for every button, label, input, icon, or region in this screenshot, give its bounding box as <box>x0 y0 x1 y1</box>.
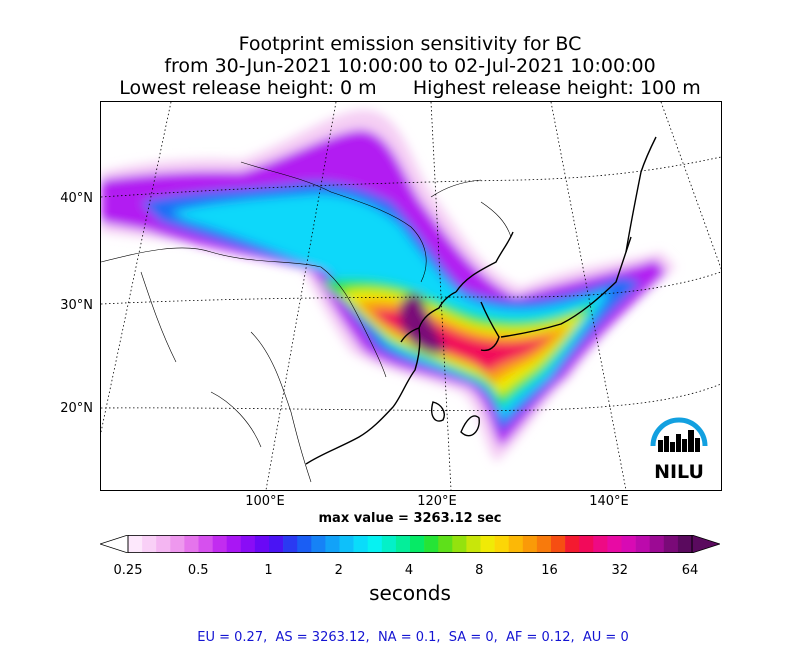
graticule <box>101 102 721 490</box>
nilu-logo-text: NILU <box>654 461 704 482</box>
colorbar-cell <box>283 535 298 553</box>
colorbar-cell <box>635 535 650 553</box>
title-line-3: Lowest release height: 0 m Highest relea… <box>119 77 701 99</box>
colorbar-tick-label: 2 <box>334 563 343 578</box>
colorbar-cell <box>593 535 608 553</box>
colorbar-tick-label: 1 <box>264 563 273 578</box>
colorbar-cell <box>480 535 495 553</box>
colorbar-cell <box>367 535 383 553</box>
colorbar-cell <box>649 535 665 553</box>
colorbar-tick-label: 0.25 <box>113 563 143 578</box>
colorbar-cell <box>156 535 171 553</box>
country-borders <box>101 161 512 483</box>
colorbar-tick-label: 64 <box>681 563 699 578</box>
colorbar-cell <box>226 535 242 553</box>
colorbar-cell <box>198 535 213 553</box>
sensitivity-plume <box>101 109 676 462</box>
colorbar-cell <box>128 535 143 553</box>
colorbar-outline <box>127 535 693 553</box>
lon-label-140e: 140°E <box>589 494 629 509</box>
colorbar-cell <box>142 535 157 553</box>
colorbar-cell <box>339 535 354 553</box>
colorbar-cell <box>508 535 524 553</box>
colorbar-cell <box>565 535 580 553</box>
colorbar-cell <box>607 535 622 553</box>
colorbar-cell <box>522 535 538 553</box>
colorbar-cell <box>269 535 284 553</box>
colorbar-high-arrow <box>691 535 720 553</box>
nilu-logo: NILU <box>648 414 710 483</box>
colorbar-cells <box>128 535 693 553</box>
colorbar-cell <box>325 535 340 553</box>
map-panel <box>100 101 722 491</box>
colorbar-cell <box>551 535 566 553</box>
colorbar-low-arrow <box>100 535 129 553</box>
nilu-logo-graphic: NILU <box>650 417 708 483</box>
lon-label-100e: 100°E <box>245 494 285 509</box>
lat-label-40n: 40°N <box>60 191 93 206</box>
region-stats: EU = 0.27, AS = 3263.12, NA = 0.1, SA = … <box>197 630 629 645</box>
title-line-2: from 30-Jun-2021 10:00:00 to 02-Jul-2021… <box>164 55 656 77</box>
colorbar-cell <box>395 535 411 553</box>
colorbar-cell <box>466 535 481 553</box>
colorbar-cell <box>579 535 594 553</box>
title-line-1: Footprint emission sensitivity for BC <box>238 33 582 55</box>
colorbar-cell <box>184 535 199 553</box>
lat-label-30n: 30°N <box>60 298 93 313</box>
colorbar-cell <box>381 535 397 553</box>
lat-label-20n: 20°N <box>60 401 93 416</box>
colorbar-tick-label: 16 <box>541 563 558 578</box>
colorbar-cell <box>170 535 185 553</box>
colorbar-tick-label: 4 <box>404 563 414 578</box>
colorbar-cell <box>494 535 509 553</box>
colorbar-cell <box>297 535 312 553</box>
colorbar-cell <box>254 535 270 553</box>
footprint-map <box>101 102 721 490</box>
colorbar-cell <box>677 535 693 553</box>
colorbar-cell <box>424 535 439 553</box>
colorbar-cell <box>452 535 467 553</box>
colorbar-tick-label: 0.5 <box>187 563 209 578</box>
colorbar-cell <box>212 535 227 553</box>
colorbar-cell <box>536 535 552 553</box>
coastlines <box>305 136 657 465</box>
colorbar-label: seconds <box>369 581 451 605</box>
colorbar-cell <box>663 535 679 553</box>
colorbar-cell <box>410 535 425 553</box>
colorbar <box>100 535 720 553</box>
colorbar-cell <box>353 535 368 553</box>
colorbar-cell <box>438 535 453 553</box>
lon-label-120e: 120°E <box>417 494 457 509</box>
colorbar-tick-label: 32 <box>611 563 629 578</box>
colorbar-tick-label: 8 <box>475 563 484 578</box>
colorbar-cell <box>621 535 636 553</box>
colorbar-cell <box>311 535 326 553</box>
max-value-label: max value = 3263.12 sec <box>318 511 502 526</box>
colorbar-cell <box>240 535 256 553</box>
